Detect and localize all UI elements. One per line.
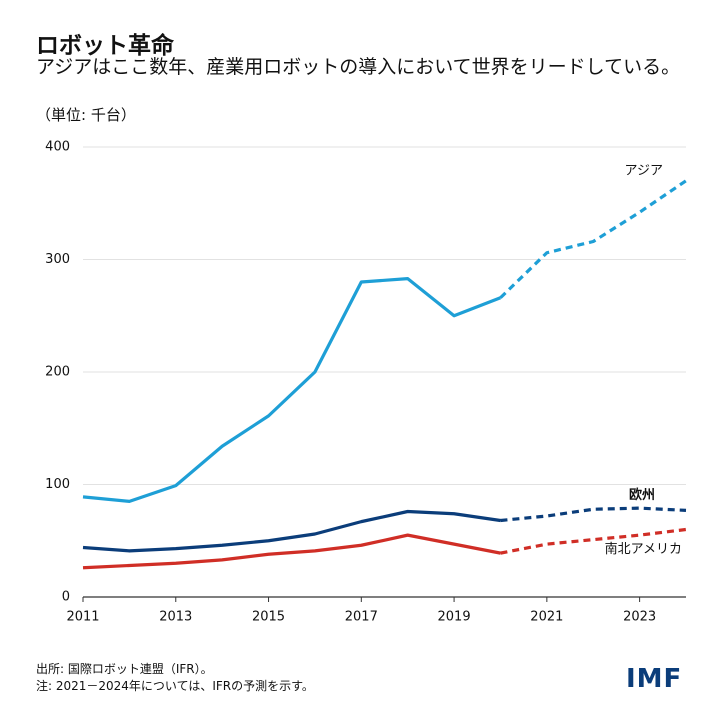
forecast-line: [499, 179, 687, 299]
series-line: [82, 533, 501, 570]
logo: IMF: [626, 664, 683, 694]
chart-title: ロボット革命: [36, 33, 174, 59]
y-tick-label: 200: [45, 365, 70, 380]
y-tick-label: 300: [45, 252, 70, 267]
forecast-line: [500, 527, 687, 555]
series-label: アジア: [625, 163, 663, 178]
x-tick-label: 2021: [530, 610, 563, 625]
series-line: [82, 277, 502, 503]
x-tick-label: 2013: [159, 610, 192, 625]
x-tick-label: 2017: [345, 610, 378, 625]
series-label: 欧州: [629, 487, 655, 503]
unit-label: （単位: 千台）: [36, 106, 136, 124]
x-tick-label: 2023: [623, 610, 656, 625]
y-tick-label: 400: [45, 140, 70, 155]
chart-subtitle: アジアはここ数年、産業用ロボットの導入において世界をリードしている。: [36, 56, 681, 78]
y-tick-label: 0: [62, 590, 70, 605]
x-tick-label: 2015: [252, 610, 285, 625]
x-tick-label: 2019: [438, 610, 471, 625]
series-line: [82, 509, 501, 553]
x-tick-label: 2011: [66, 610, 99, 625]
y-tick-label: 100: [45, 477, 70, 492]
footnote: 注: 2021－2024年については、IFRの予測を示す。: [36, 679, 314, 693]
forecast-line: [500, 506, 687, 523]
source-note: 出所: 国際ロボット連盟（IFR）。: [36, 662, 213, 676]
series-label: 南北アメリカ: [605, 541, 682, 557]
chart: 0 100 200 300 400 2011 2013 2015 2017 2019 2021 202…: [45, 140, 687, 625]
